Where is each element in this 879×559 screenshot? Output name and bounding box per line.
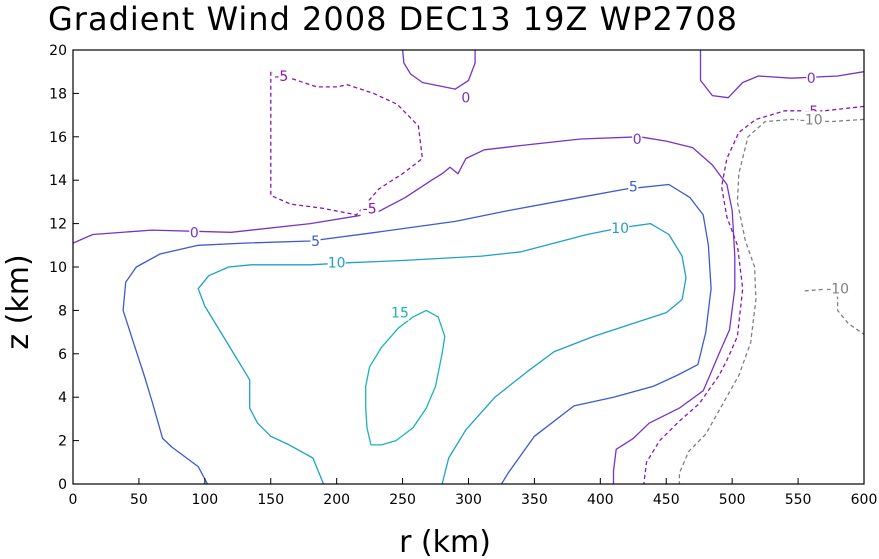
contour-label: 15 [391,306,409,322]
contour-line [699,50,865,99]
contour-label: 5 [629,180,638,196]
y-tick-label: 8 [58,303,67,319]
x-tick-label: 200 [323,492,350,508]
contour-line [197,222,687,485]
contour-label: -10 [800,112,823,128]
x-tick-label: 50 [130,492,148,508]
contour-label-bg [360,200,379,217]
contour-level: -5-5-5 [270,68,865,485]
x-tick-label: 450 [653,492,680,508]
contour-label-bg [798,111,825,128]
contour-label-bg [806,70,817,87]
x-tick-label: 600 [851,492,878,508]
y-tick-label: 20 [49,43,67,59]
contour-level: 15 [365,304,446,446]
contour-label: 10 [328,256,346,272]
x-tick-label: 250 [389,492,416,508]
contour-label-bg [310,232,321,249]
x-tick-label: 500 [719,492,746,508]
contour-line [365,309,446,446]
contour-level: 55 [122,178,712,485]
contour-label: -10 [826,282,849,298]
contour-line [270,71,424,216]
chart-title: Gradient Wind 2008 DEC13 19Z WP2708 [48,0,738,38]
contour-label-bg [390,304,409,321]
y-tick-label: 12 [49,217,67,233]
axis-ticks: 0 50 100 150 200 250 300 350 400 450 500 550 6000246… [49,43,877,508]
y-tick-label: 6 [58,347,67,363]
contour-label-bg [628,178,639,195]
contour-level: -10 -10 [678,111,865,484]
contour-label-bg [632,130,643,147]
contour-label-bg [611,219,630,236]
y-tick-label: 2 [58,434,67,450]
contour-line [72,136,736,484]
contour-label-bg [327,254,346,271]
contour-line [401,49,476,90]
contour-label: 5 [311,234,320,250]
contour-label-bg [189,224,200,241]
contour-label: 0 [190,225,199,241]
contour-label: 0 [461,91,470,107]
y-tick-label: 16 [49,130,67,146]
plot-frame [72,49,865,485]
contour-label: -5 [274,69,288,85]
contour-label-bg [824,280,851,297]
contour-level: 10 10 [197,219,687,485]
x-axis-label: r (km) [399,525,491,559]
x-tick-label: 400 [587,492,614,508]
y-tick-label: 10 [49,260,67,276]
contour-line [643,105,865,485]
y-tick-label: 18 [49,86,67,102]
x-tick-label: 150 [257,492,284,508]
contour-line [678,118,865,484]
contour-line [122,183,712,485]
y-tick-label: 4 [58,390,67,406]
y-tick-label: 0 [58,477,67,493]
y-tick-label: 14 [49,173,67,189]
contour-label: 0 [807,71,816,87]
contour-label: 0 [633,132,642,148]
contour-label: 10 [611,221,629,237]
contour-label-bg [272,68,291,85]
y-axis-label: z (km) [1,254,36,349]
x-tick-label: 300 [455,492,482,508]
x-tick-label: 100 [191,492,218,508]
contour-label-bg [460,89,471,106]
x-tick-label: 0 [69,492,78,508]
x-tick-label: 550 [785,492,812,508]
contour-level: 0 0 0 0 [72,49,865,484]
contour-label: -5 [363,201,377,217]
x-tick-label: 350 [521,492,548,508]
